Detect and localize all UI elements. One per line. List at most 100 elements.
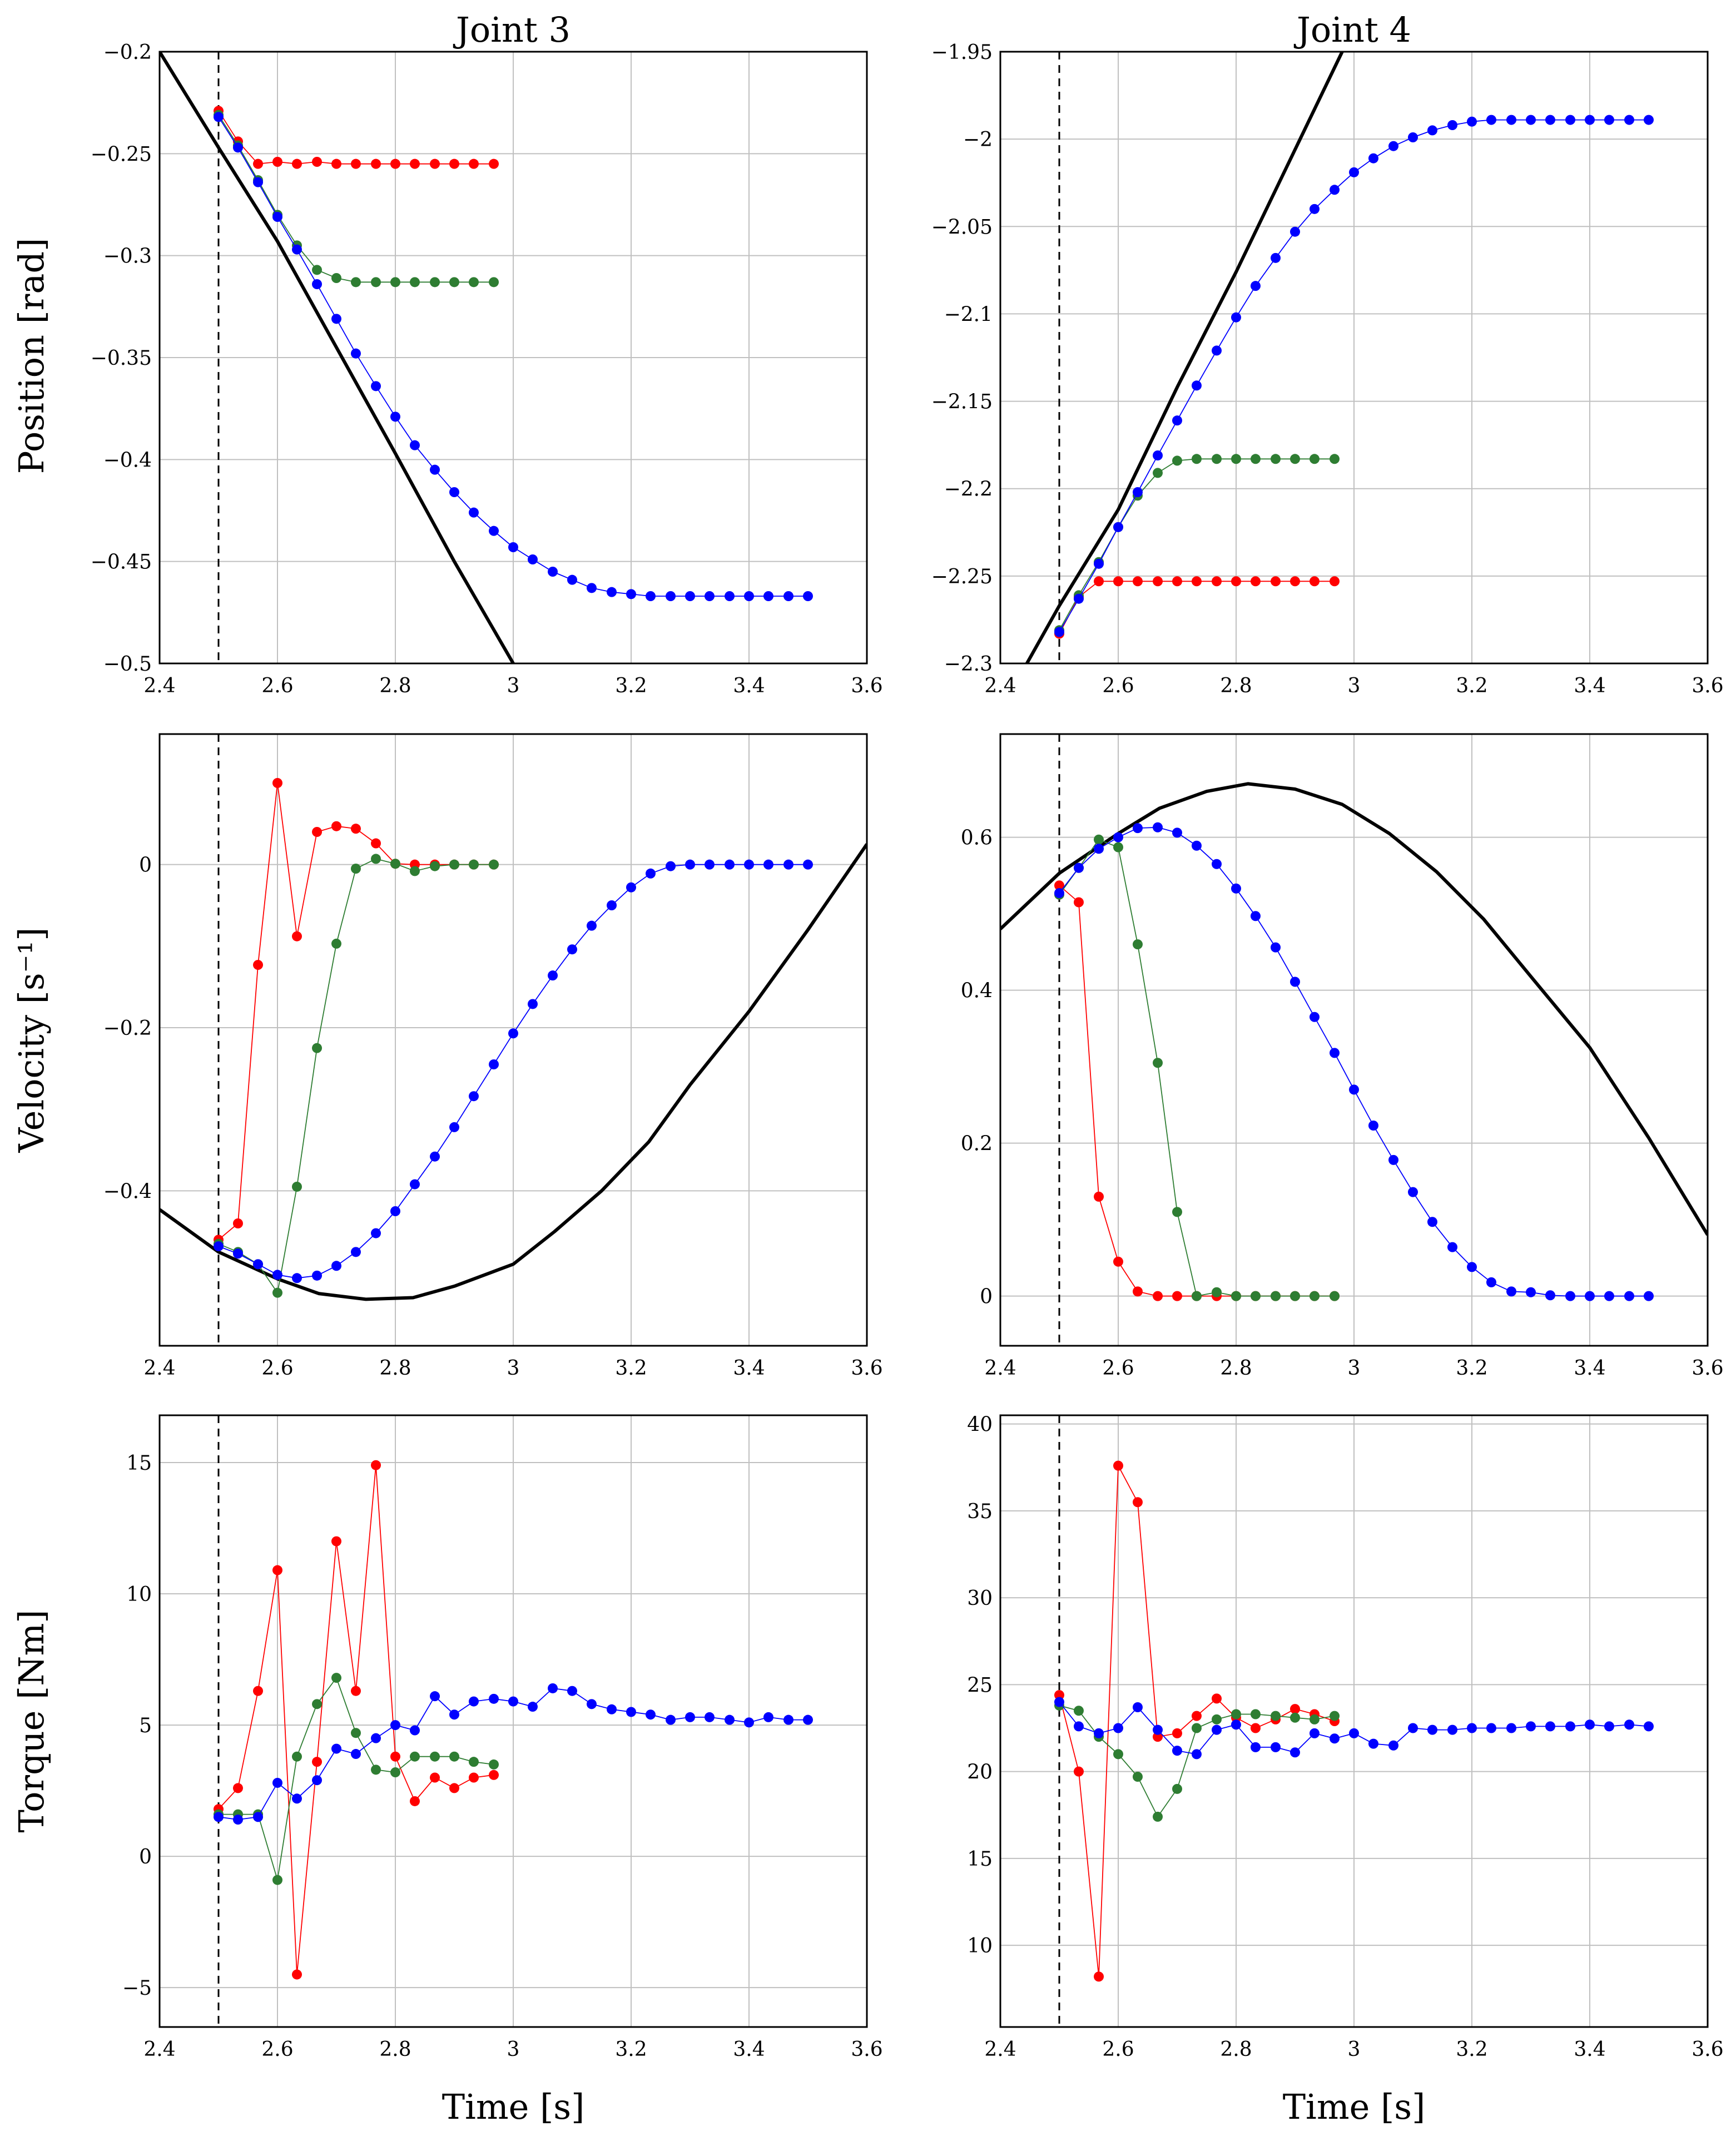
x-tick-label: 2.6 xyxy=(1102,1357,1134,1380)
data-point-blue xyxy=(1094,844,1104,854)
data-point-blue xyxy=(489,1693,499,1704)
data-point-blue xyxy=(744,1717,754,1728)
data-point-red xyxy=(1153,576,1163,587)
ylabel-torque: Torque [Nm] xyxy=(11,1610,52,1833)
subplot-1: 2.4 2.6 2.8 3 3.2 3.4 3.6 −0.5 −0.45 −0.4 −0.35 −0.… xyxy=(91,41,883,697)
x-tick-label: 2.6 xyxy=(1102,675,1134,697)
data-point-blue xyxy=(1427,1217,1437,1227)
data-point-blue xyxy=(803,1714,813,1725)
xlabel-time-right: Time [s] xyxy=(1283,2087,1426,2127)
data-point-green xyxy=(1290,454,1300,464)
data-point-red xyxy=(1113,1460,1123,1471)
data-point-blue xyxy=(1506,1723,1517,1733)
series-line-green xyxy=(1059,458,1335,631)
data-point-red xyxy=(272,778,282,788)
x-tick-label: 3 xyxy=(507,2038,520,2061)
y-tick-label: −0.2 xyxy=(103,41,152,64)
data-point-blue xyxy=(744,859,754,870)
data-point-blue xyxy=(1330,185,1340,195)
data-point-red xyxy=(1172,1291,1182,1301)
data-point-blue xyxy=(253,1812,264,1822)
data-point-blue xyxy=(1644,115,1654,125)
data-point-green xyxy=(409,866,420,876)
data-point-red xyxy=(1113,576,1123,587)
data-point-blue xyxy=(253,177,264,187)
data-point-blue xyxy=(1309,204,1320,214)
data-point-blue xyxy=(685,1712,695,1722)
title-joint-3: Joint 3 xyxy=(453,9,571,50)
data-point-green xyxy=(350,1728,361,1738)
data-point-blue xyxy=(232,1248,243,1259)
data-point-blue xyxy=(1132,1702,1143,1712)
data-point-blue xyxy=(508,1696,518,1707)
data-point-blue xyxy=(1113,832,1123,842)
subplot-5: 2.4 2.6 2.8 3 3.2 3.4 3.6 −5 0 5 10 15 xyxy=(122,1414,883,2061)
ylabel-velocity: Velocity [s⁻¹] xyxy=(11,928,52,1153)
data-point-red xyxy=(1191,576,1202,587)
y-tick-label: −1.95 xyxy=(931,41,993,64)
data-point-blue xyxy=(508,542,518,552)
x-tick-label: 3.4 xyxy=(733,2038,765,2061)
data-point-blue xyxy=(1132,823,1143,834)
data-point-blue xyxy=(214,1241,224,1252)
plot-frame xyxy=(158,51,868,665)
data-point-blue xyxy=(1349,167,1359,177)
data-point-red xyxy=(409,158,420,169)
data-point-blue xyxy=(331,314,341,324)
data-point-blue xyxy=(253,1259,264,1270)
series-line-green xyxy=(219,1677,494,1881)
x-tick-label: 3.2 xyxy=(1456,675,1487,697)
subplot-6: 2.4 2.6 2.8 3 3.2 3.4 3.6 10 15 20 25 30 35 40 xyxy=(967,1414,1723,2061)
data-point-blue xyxy=(272,212,282,222)
x-tick-label: 3.2 xyxy=(1456,1357,1487,1380)
data-layer xyxy=(160,52,813,663)
data-point-blue xyxy=(1191,1749,1202,1760)
x-tick-label: 3 xyxy=(1348,675,1361,697)
data-point-blue xyxy=(586,583,597,593)
data-point-blue xyxy=(1624,1291,1635,1301)
x-tick-label: 3.6 xyxy=(851,675,882,697)
data-point-green xyxy=(449,859,459,870)
data-point-blue xyxy=(350,348,361,359)
data-point-green xyxy=(371,277,381,288)
data-point-blue xyxy=(1309,1728,1320,1738)
data-point-blue xyxy=(409,440,420,450)
data-point-blue xyxy=(1486,115,1496,125)
data-point-blue xyxy=(1447,1724,1458,1735)
data-point-blue xyxy=(449,487,459,497)
data-point-blue xyxy=(783,1714,794,1725)
data-point-blue xyxy=(1231,883,1241,894)
y-tick-label: 0 xyxy=(139,1846,152,1869)
data-point-blue xyxy=(1330,1048,1340,1058)
subplot-4: 2.4 2.6 2.8 3 3.2 3.4 3.6 0 0.2 0.4 0.6 xyxy=(961,733,1724,1380)
series-line-green xyxy=(1059,839,1335,1297)
y-tick-label: 25 xyxy=(967,1674,993,1697)
data-point-blue xyxy=(1506,1286,1517,1297)
data-point-blue xyxy=(1604,115,1614,125)
data-point-blue xyxy=(232,142,243,153)
data-point-blue xyxy=(312,279,323,289)
data-point-blue xyxy=(1526,1721,1536,1732)
data-point-blue xyxy=(1271,1742,1281,1752)
y-tick-label: −0.35 xyxy=(91,347,152,370)
x-tick-label: 3.2 xyxy=(615,675,647,697)
xlabel-time-left: Time [s] xyxy=(442,2087,585,2127)
data-point-red xyxy=(489,1770,499,1780)
data-point-blue xyxy=(1388,141,1399,151)
data-point-blue xyxy=(371,381,381,391)
data-point-green xyxy=(1290,1291,1300,1301)
x-tick-label: 2.4 xyxy=(984,675,1016,697)
x-tick-label: 2.8 xyxy=(1220,1357,1252,1380)
data-point-blue xyxy=(725,591,735,601)
data-point-blue xyxy=(1290,1747,1300,1758)
y-tick-label: −0.2 xyxy=(103,1017,152,1040)
data-point-red xyxy=(1132,1497,1143,1508)
plot-frame xyxy=(999,1414,1709,2028)
data-point-blue xyxy=(763,1712,773,1722)
plot-frame xyxy=(158,733,868,1347)
data-point-blue xyxy=(1368,153,1378,163)
data-point-red xyxy=(409,1796,420,1806)
data-point-red xyxy=(1290,576,1300,587)
subplot-2: 2.4 2.6 2.8 3 3.2 3.4 3.6 −2.3 −2.25 −2.2 −2.15 −2.… xyxy=(931,41,1724,697)
data-point-red xyxy=(468,1772,479,1783)
